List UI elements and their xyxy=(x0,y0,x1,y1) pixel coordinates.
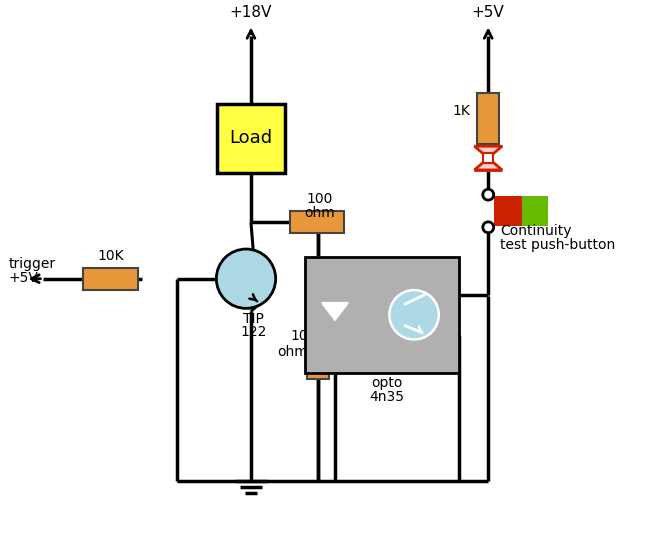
Text: test push-button: test push-button xyxy=(500,238,615,252)
Bar xyxy=(289,211,344,233)
Text: 122: 122 xyxy=(240,325,267,339)
Bar xyxy=(494,196,522,226)
Text: TIP: TIP xyxy=(243,312,265,326)
Text: 100: 100 xyxy=(307,191,333,206)
Polygon shape xyxy=(322,303,348,320)
Text: +18V: +18V xyxy=(230,4,272,20)
Bar xyxy=(483,153,493,163)
Circle shape xyxy=(389,290,439,339)
Text: 4n35: 4n35 xyxy=(369,390,404,404)
Text: opto: opto xyxy=(371,376,403,390)
Bar xyxy=(478,93,499,144)
Text: trigger: trigger xyxy=(9,257,56,271)
Text: ohm: ohm xyxy=(305,206,335,221)
Text: +5V: +5V xyxy=(9,271,39,285)
Text: Continuity: Continuity xyxy=(500,224,572,238)
Bar xyxy=(305,257,458,373)
Text: 10K: 10K xyxy=(98,249,124,263)
Circle shape xyxy=(483,189,494,200)
Polygon shape xyxy=(474,146,502,158)
Bar xyxy=(307,324,329,379)
Text: 10: 10 xyxy=(291,329,309,343)
Text: 1K: 1K xyxy=(453,103,470,118)
Circle shape xyxy=(216,249,276,309)
Text: ohm: ohm xyxy=(277,345,309,359)
Circle shape xyxy=(483,222,494,233)
Bar xyxy=(217,104,285,173)
Bar xyxy=(522,196,548,226)
Polygon shape xyxy=(474,158,502,170)
Text: Load: Load xyxy=(229,129,273,147)
Text: +5V: +5V xyxy=(472,4,504,20)
Bar xyxy=(84,268,138,290)
